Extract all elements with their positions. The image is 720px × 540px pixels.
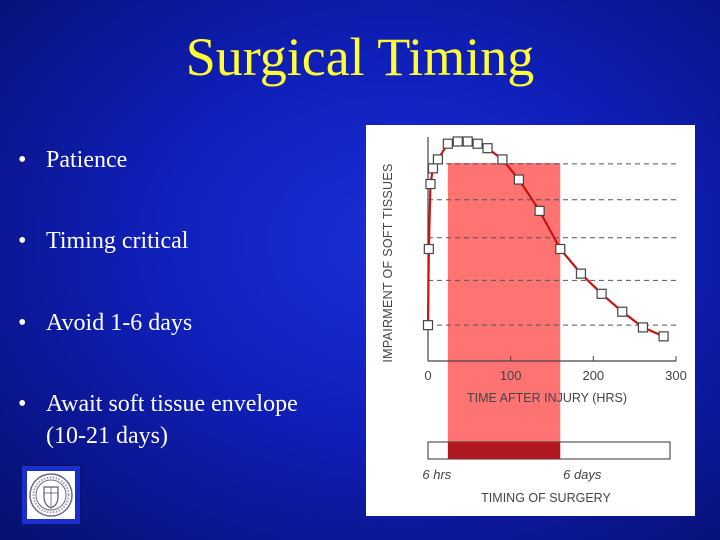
surgery-timing-fill [447, 442, 561, 459]
bullet-text: Timing critical [46, 228, 189, 254]
x-axis-label: TIME AFTER INJURY (HRS) [467, 391, 627, 405]
x-tick-label: 300 [665, 368, 687, 383]
bullet-dot: • [18, 310, 27, 336]
x-tick-label: 0 [424, 368, 431, 383]
chart-figure: 0 100 200 300 IMPAIRMENT OF SOFT TISSUES TI… [366, 125, 695, 516]
impairment-chart: 0 100 200 300 IMPAIRMENT OF SOFT TISSUES TI… [381, 136, 687, 505]
timing-bar-title: TIMING OF SURGERY [481, 491, 611, 505]
data-point [575, 268, 587, 279]
data-point [513, 174, 525, 185]
data-point [555, 243, 566, 255]
slide-title: Surgical Timing [185, 27, 535, 87]
x-tick-label: 100 [500, 368, 522, 383]
x-tick-group: 0 100 200 300 [424, 356, 687, 383]
data-point [658, 331, 669, 342]
data-point [617, 306, 628, 317]
data-point [432, 154, 444, 165]
bullet-dot: • [18, 147, 27, 173]
series-markers [422, 136, 669, 342]
data-point [596, 288, 607, 299]
timing-label-end: 6 days [563, 467, 602, 482]
data-point [427, 163, 439, 174]
data-point [423, 243, 434, 255]
y-axis-label: IMPAIRMENT OF SOFT TISSUES [381, 163, 395, 362]
data-point [497, 154, 508, 165]
bullet-text: Avoid 1-6 days [46, 310, 193, 336]
data-point [534, 205, 545, 217]
timing-label-start: 6 hrs [422, 467, 451, 482]
bullet-text-continued: (10-21 days) [46, 423, 168, 449]
bullet-text: Await soft tissue envelope [46, 391, 298, 417]
seal-emblem [27, 471, 75, 519]
data-point [472, 138, 483, 149]
institution-seal [20, 464, 82, 526]
data-point [422, 320, 434, 331]
bullet-text: Patience [46, 147, 128, 173]
bullet-dot: • [18, 391, 27, 417]
x-tick-label: 200 [582, 368, 604, 383]
data-point [637, 322, 649, 333]
data-point [452, 136, 463, 147]
data-point [482, 143, 493, 154]
data-point [425, 178, 436, 190]
bullet-dot: • [18, 228, 27, 254]
data-point [462, 136, 473, 147]
data-point [442, 138, 453, 149]
